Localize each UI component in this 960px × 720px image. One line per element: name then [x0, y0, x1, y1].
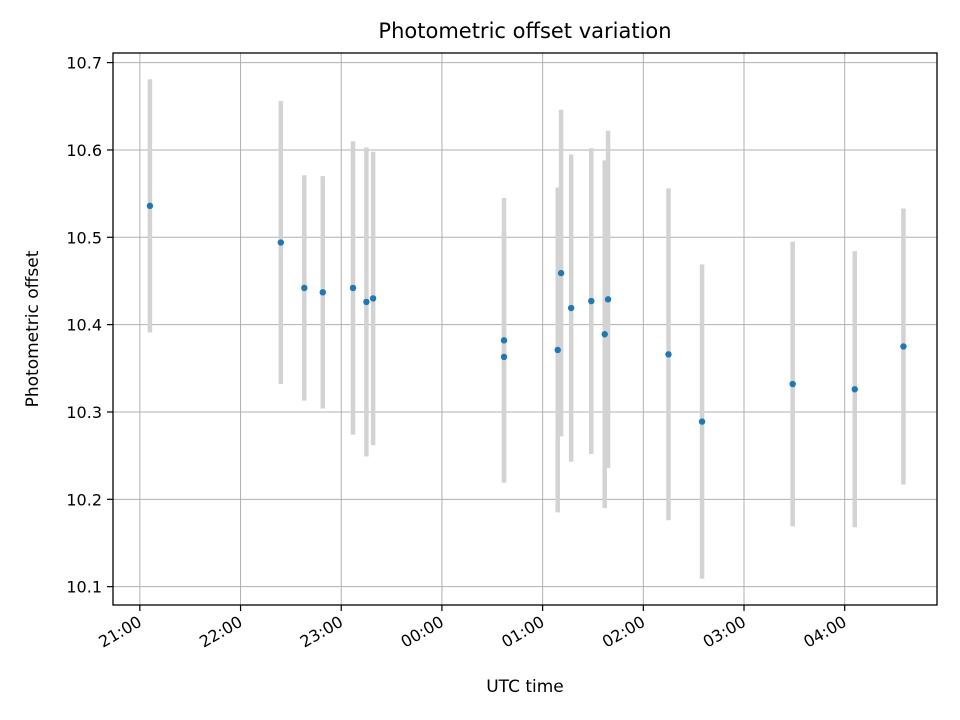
y-tick-label: 10.1: [66, 578, 102, 597]
chart-title: Photometric offset variation: [378, 19, 671, 43]
data-point: [319, 289, 326, 296]
data-point: [500, 353, 508, 361]
data-point: [349, 284, 357, 292]
y-axis-label: Photometric offset: [23, 250, 43, 407]
data-point: [567, 304, 575, 312]
y-tick-label: 10.5: [66, 228, 102, 247]
data-point: [789, 380, 796, 388]
data-point: [277, 239, 285, 246]
plot-frame: [112, 52, 938, 606]
data-point: [604, 296, 612, 303]
data-point: [301, 284, 308, 292]
data-point: [369, 295, 377, 302]
data-point: [900, 343, 907, 350]
data-point: [601, 331, 608, 338]
data-point: [665, 351, 672, 358]
data-point: [500, 337, 508, 344]
data-point: [557, 269, 565, 277]
y-tick-label: 10.3: [66, 403, 102, 422]
y-tick-label: 10.2: [66, 490, 102, 509]
x-axis-label: UTC time: [486, 677, 564, 697]
data-point: [146, 202, 154, 210]
y-tick-label: 10.6: [66, 141, 102, 160]
data-point: [851, 386, 858, 393]
grid-lines: [113, 53, 937, 605]
y-tick-label: 10.4: [66, 316, 102, 335]
data-point: [588, 297, 595, 305]
data-point: [363, 298, 370, 306]
data-points: [146, 202, 907, 425]
data-point: [698, 418, 706, 425]
data-point: [554, 346, 561, 354]
y-tick-label: 10.7: [66, 54, 102, 73]
